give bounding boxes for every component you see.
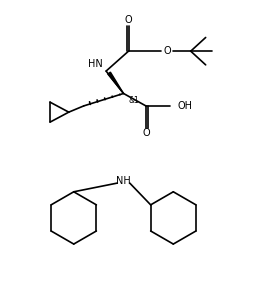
Text: HN: HN: [88, 59, 102, 68]
Text: OH: OH: [177, 101, 192, 111]
Text: &1: &1: [128, 97, 139, 105]
Text: O: O: [125, 15, 132, 25]
Text: O: O: [142, 128, 150, 138]
Polygon shape: [108, 72, 124, 93]
Text: NH: NH: [116, 176, 131, 186]
Text: O: O: [163, 46, 171, 56]
